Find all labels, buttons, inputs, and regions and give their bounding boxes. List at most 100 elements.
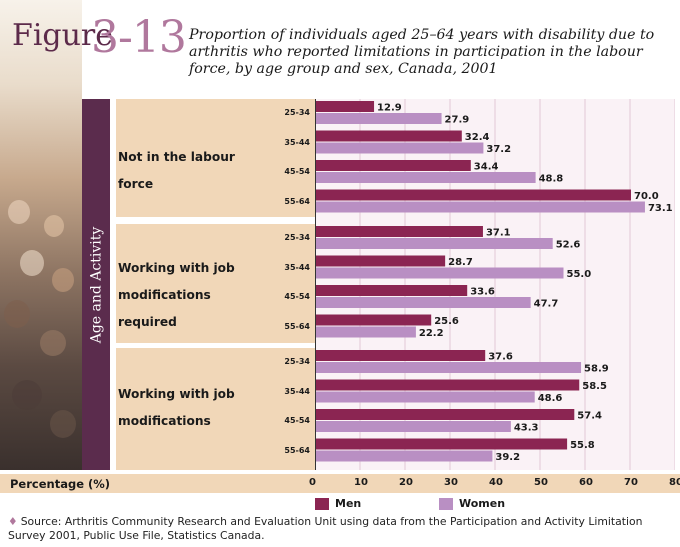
- bar-men: [316, 189, 631, 201]
- age-group-label: 25-34: [284, 233, 310, 242]
- bar-men: [316, 285, 468, 296]
- x-tick-label: 40: [489, 477, 503, 488]
- age-group-label: 45-54: [284, 292, 310, 301]
- value-label-women: 27.9: [445, 115, 470, 126]
- group-label-line1: Not in the labour force: [118, 150, 235, 191]
- value-label-men: 28.7: [448, 257, 473, 268]
- x-axis-band: [0, 474, 680, 493]
- x-tick-label: 0: [309, 477, 316, 488]
- legend-item-men: Men: [315, 497, 361, 510]
- bar-women: [316, 297, 531, 308]
- value-label-women: 55.0: [567, 269, 592, 280]
- y-axis-sidebar: [82, 99, 110, 470]
- group-label: Not in the labour force: [118, 144, 258, 198]
- x-tick-label: 60: [579, 477, 593, 488]
- figure-word: Figure: [12, 18, 114, 53]
- age-group-label: 35-44: [284, 137, 310, 147]
- age-group-label: 25-34: [284, 357, 310, 366]
- value-labels: 12.9 27.9 32.437.2 34.4 48.8 70.073.1 37.1 52.6…: [377, 103, 673, 464]
- age-group-label: 35-44: [284, 386, 310, 396]
- bars: [316, 101, 645, 462]
- group-label-line1: Working with job: [118, 387, 235, 401]
- bar-men: [316, 130, 462, 142]
- figure-number: 3-13: [91, 12, 187, 63]
- legend-swatch-women: [439, 497, 453, 510]
- age-group-label: 45-54: [284, 416, 310, 425]
- value-label-men: 37.1: [486, 228, 511, 239]
- x-tick-label: 80: [669, 477, 680, 488]
- source-text: Source: Arthritis Community Research and…: [8, 515, 643, 542]
- group-label-line2: modifications required: [118, 288, 211, 329]
- value-label-women: 47.7: [534, 299, 559, 310]
- bar-men: [316, 101, 375, 112]
- bar-women: [316, 362, 582, 373]
- x-axis-title: Percentage (%): [10, 477, 111, 491]
- value-label-women: 37.2: [486, 144, 511, 155]
- diamond-bullet-icon: ♦: [8, 515, 18, 528]
- group-label-line1: Working with job: [118, 261, 235, 275]
- age-group-label: 55-64: [284, 445, 310, 455]
- bar-men: [316, 379, 580, 391]
- value-label-women: 39.2: [495, 452, 520, 463]
- value-label-women: 52.6: [556, 240, 581, 251]
- age-group-label: 25-34: [284, 108, 310, 117]
- value-label-men: 37.6: [488, 352, 513, 363]
- legend-label-men: Men: [335, 497, 362, 510]
- bar-men: [316, 350, 486, 361]
- age-group-label: 35-44: [284, 262, 310, 272]
- legend-label-women: Women: [459, 497, 506, 510]
- bar-women: [316, 142, 484, 154]
- source-note: ♦ Source: Arthritis Community Research an…: [8, 515, 676, 543]
- value-label-men: 32.4: [465, 132, 490, 143]
- value-label-men: 58.5: [582, 381, 607, 392]
- x-tick-label: 70: [624, 477, 638, 488]
- group-label-line2: modifications: [118, 414, 211, 428]
- value-label-men: 33.6: [470, 287, 495, 298]
- x-tick-labels: 0 10 20 30 40 50 60 70 80: [309, 474, 680, 493]
- value-label-women: 48.8: [539, 174, 564, 185]
- legend-item-women: Women: [439, 497, 505, 510]
- crowd-photo: [0, 0, 82, 470]
- y-axis-title-wrap: Age and Activity: [82, 99, 110, 470]
- value-label-men: 55.8: [570, 440, 595, 451]
- bar-plot: 12.9 27.9 32.437.2 34.4 48.8 70.073.1 37.1 52.6…: [315, 99, 675, 470]
- x-tick-label: 10: [354, 477, 368, 488]
- bar-men: [316, 314, 432, 326]
- value-label-women: 58.9: [584, 364, 609, 375]
- bar-men: [316, 160, 471, 171]
- x-tick-label: 20: [399, 477, 413, 488]
- group-panel-not-in-labour-force: [116, 99, 315, 217]
- bar-men: [316, 226, 483, 237]
- value-label-men: 57.4: [577, 411, 602, 422]
- legend: Men Women: [315, 497, 675, 513]
- value-label-women: 43.3: [514, 423, 539, 434]
- value-label-women: 48.6: [538, 393, 563, 404]
- age-group-label: 55-64: [284, 321, 310, 331]
- value-label-men: 12.9: [377, 103, 402, 114]
- bar-women: [316, 267, 564, 279]
- bar-women: [316, 201, 645, 213]
- x-tick-label: 30: [444, 477, 458, 488]
- group-label: Working with job modifications: [118, 381, 258, 435]
- bar-women: [316, 450, 493, 462]
- value-label-women: 22.2: [419, 328, 444, 339]
- value-label-men: 25.6: [434, 316, 459, 327]
- age-group-label: 55-64: [284, 196, 310, 206]
- y-axis-title: Age and Activity: [88, 226, 104, 343]
- bar-women: [316, 326, 416, 338]
- value-label-men: 34.4: [474, 162, 499, 173]
- x-tick-label: 50: [534, 477, 548, 488]
- bar-women: [316, 238, 553, 249]
- group-label: Working with job modifications required: [118, 255, 258, 336]
- group-panel-modifications: [116, 348, 315, 470]
- value-label-men: 70.0: [634, 191, 659, 202]
- bar-men: [316, 438, 568, 450]
- bar-women: [316, 172, 536, 183]
- chart-title: Proportion of individuals aged 25–64 yea…: [189, 27, 655, 77]
- bar-women: [316, 113, 442, 124]
- bar-women: [316, 391, 535, 403]
- bar-women: [316, 421, 511, 432]
- group-panel-modifications-required: [116, 224, 315, 343]
- value-label-women: 73.1: [648, 203, 673, 214]
- age-group-label: 45-54: [284, 167, 310, 176]
